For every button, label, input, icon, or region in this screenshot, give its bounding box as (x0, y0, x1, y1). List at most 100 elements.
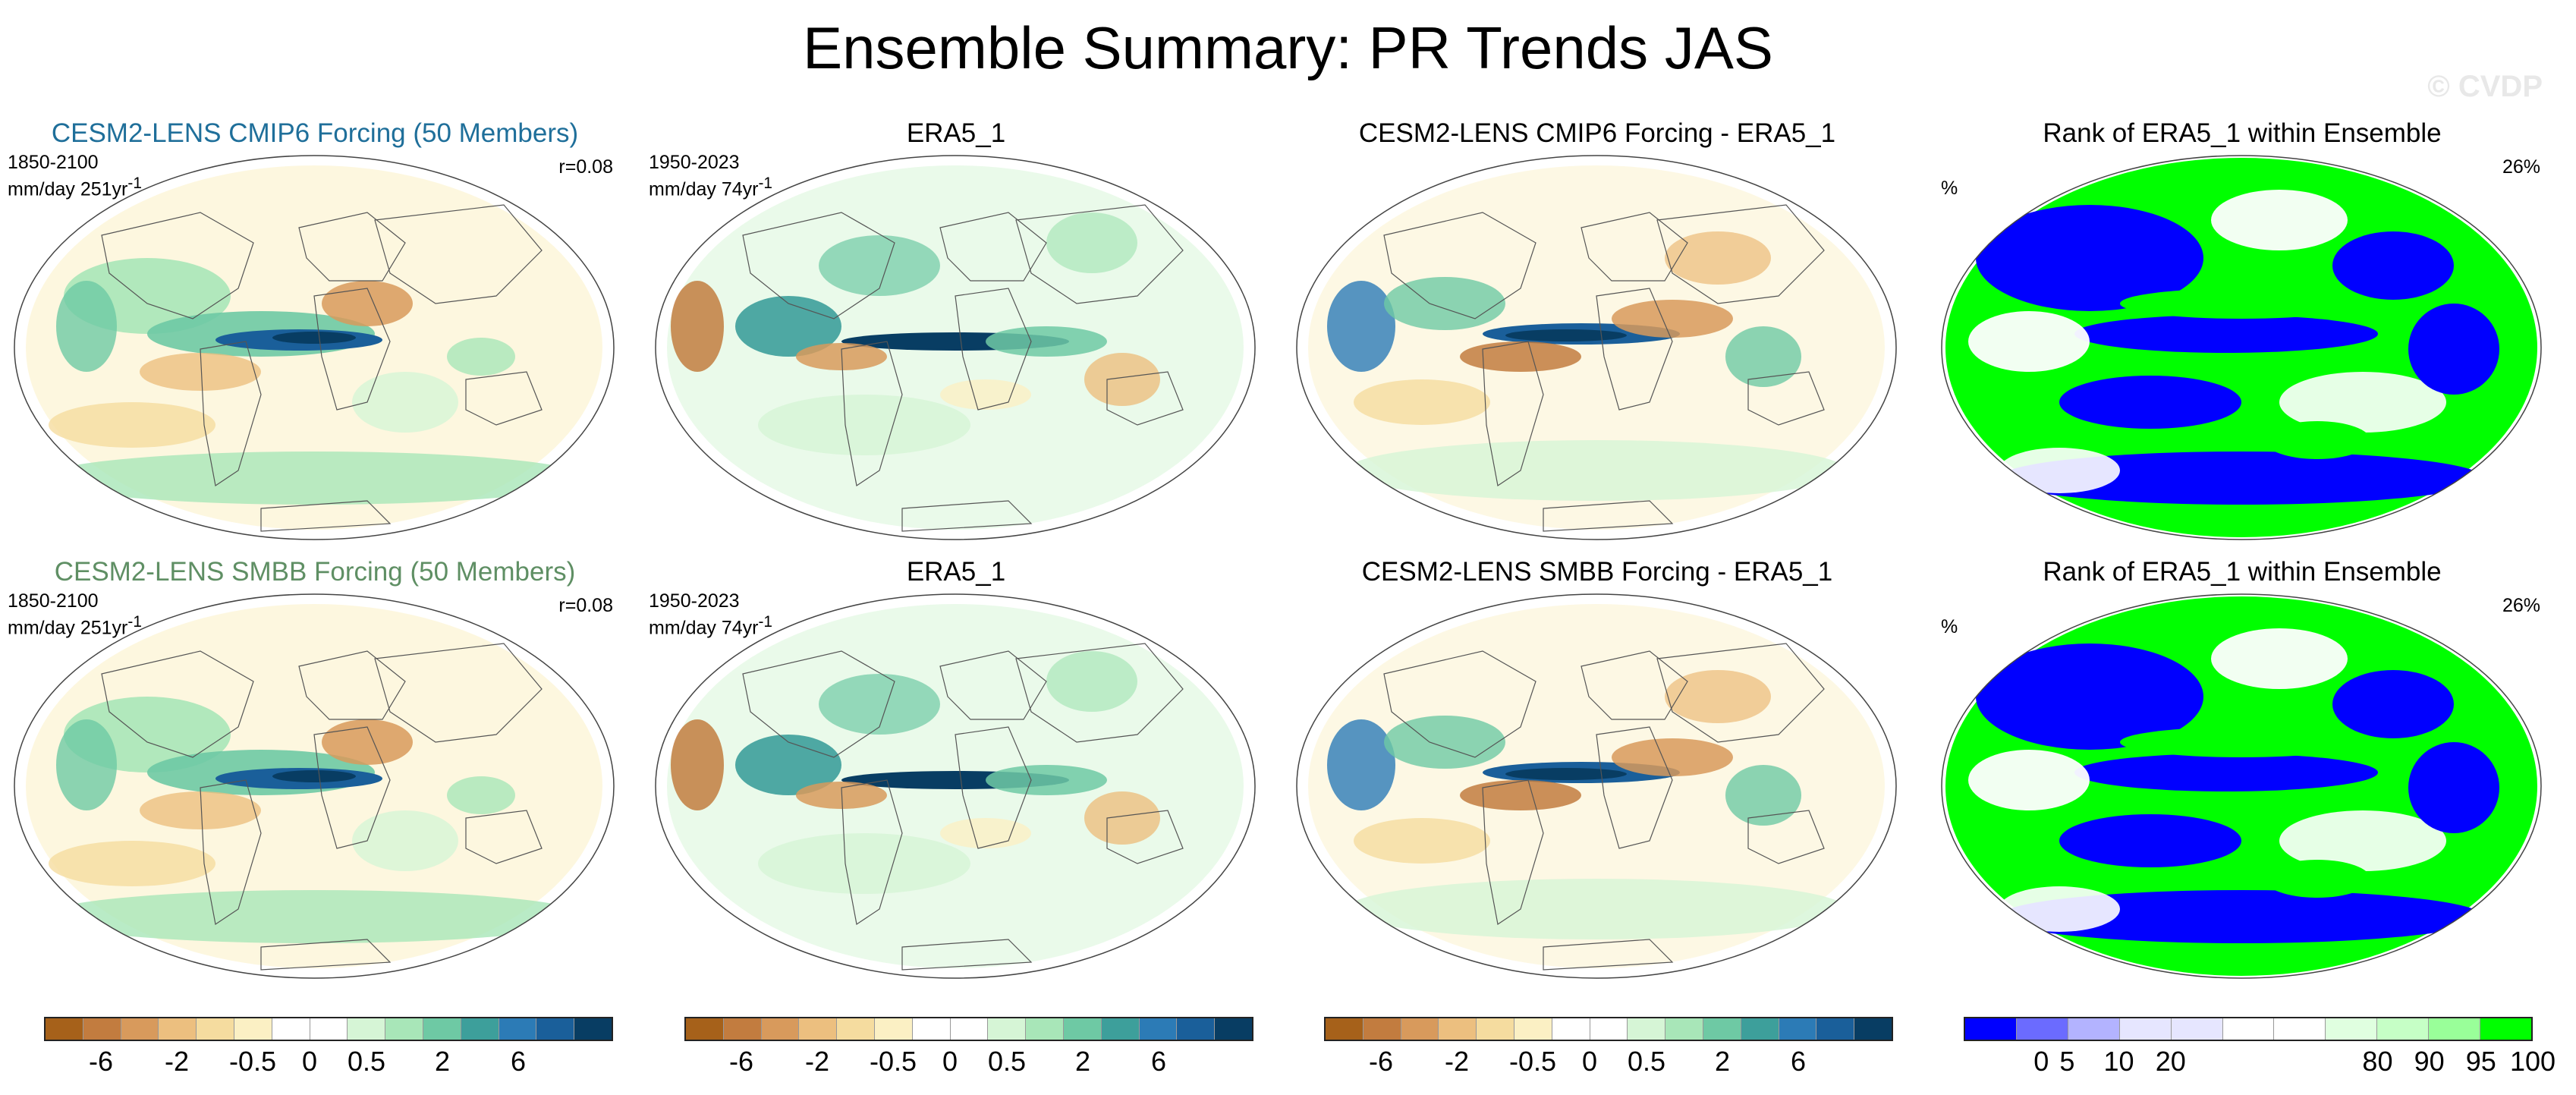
percent-unit-label: % (1941, 616, 1958, 637)
panel-title: CESM2-LENS SMBB Forcing - ERA5_1 (1361, 557, 1833, 587)
percent-unit-label: % (1941, 178, 1958, 199)
colorbar-tick-label: -6 (88, 1046, 114, 1077)
map-model-trend (11, 590, 618, 982)
panel-title: Rank of ERA5_1 within Ensemble (2043, 557, 2442, 587)
panel-obs-row2: ERA5_1 1950-2023 mm/day 74yr-1 (641, 557, 1271, 982)
colorbar-labels-3: -6 -2 -0.5 0 0.5 2 6 (1324, 1046, 1893, 1084)
colorbar-tick-label: 0 (942, 1046, 958, 1077)
colorbar-swatch (911, 1018, 950, 1040)
units-label: mm/day 251yr-1 (8, 175, 142, 200)
map-obs-trend (652, 152, 1259, 543)
colorbar-trend-1 (44, 1017, 613, 1041)
colorbar-swatch (1627, 1018, 1665, 1040)
colorbar-tick-label: 95 (2465, 1046, 2496, 1077)
colorbar-tick-label: 2 (1714, 1046, 1731, 1077)
colorbar-swatch (760, 1018, 799, 1040)
colorbar-swatch (836, 1018, 874, 1040)
colorbar-swatch (1138, 1018, 1177, 1040)
colorbar-swatch (422, 1018, 461, 1040)
colorbar-swatch (1513, 1018, 1552, 1040)
colorbar-swatch (1702, 1018, 1741, 1040)
colorbar-swatch (1589, 1018, 1628, 1040)
colorbar-swatch (2015, 1018, 2068, 1040)
colorbar-tick-label: 20 (2155, 1046, 2186, 1077)
colorbar-tick-label: 90 (2414, 1046, 2445, 1077)
period-label: 1850-2100 (8, 590, 99, 612)
colorbar-swatch (798, 1018, 837, 1040)
colorbar-swatch (2273, 1018, 2326, 1040)
colorbar-swatch (347, 1018, 385, 1040)
colorbar-swatch (1062, 1018, 1101, 1040)
panel-title: CESM2-LENS SMBB Forcing (50 Members) (54, 557, 576, 587)
cvdp-watermark: © CVDP (2427, 70, 2543, 103)
panel-diff-row1: CESM2-LENS CMIP6 Forcing - ERA5_1 (1282, 118, 1912, 543)
map-rank (1938, 590, 2545, 982)
colorbar-swatch (1854, 1018, 1892, 1040)
map-difference (1293, 590, 1900, 982)
colorbar-swatch (2222, 1018, 2274, 1040)
colorbar-swatch (686, 1018, 723, 1040)
colorbar-rank (1964, 1017, 2533, 1041)
panel-obs-row1: ERA5_1 1950-2023 mm/day 74yr-1 (641, 118, 1271, 543)
rank-value: 26% (2502, 156, 2540, 178)
colorbar-swatch (2428, 1018, 2480, 1040)
map-rank (1938, 152, 2545, 543)
colorbar-tick-label: -0.5 (869, 1046, 917, 1077)
panel-rank-row2: Rank of ERA5_1 within Ensemble % 26% (1927, 557, 2557, 982)
colorbar-tick-label: -2 (804, 1046, 830, 1077)
colorbar-swatch (1476, 1018, 1514, 1040)
map-model-trend (11, 152, 618, 543)
colorbar-swatch (82, 1018, 121, 1040)
colorbar-swatch (1025, 1018, 1063, 1040)
colorbar-swatch (233, 1018, 272, 1040)
colorbar-swatch (873, 1018, 912, 1040)
map-difference (1293, 152, 1900, 543)
map-obs-trend (652, 590, 1259, 982)
panel-title: Rank of ERA5_1 within Ensemble (2043, 118, 2442, 148)
period-label: 1850-2100 (8, 152, 99, 173)
colorbar-swatch (1326, 1018, 1363, 1040)
colorbar-swatch (722, 1018, 761, 1040)
colorbar-tick-label: 6 (510, 1046, 527, 1077)
colorbar-swatch (1214, 1018, 1252, 1040)
colorbar-swatch (46, 1018, 83, 1040)
colorbar-swatch (1362, 1018, 1401, 1040)
colorbar-tick-label: 80 (2362, 1046, 2393, 1077)
colorbar-swatch (2170, 1018, 2222, 1040)
colorbar-swatch (196, 1018, 234, 1040)
panel-rank-row1: Rank of ERA5_1 within Ensemble % 26% (1927, 118, 2557, 543)
colorbar-swatch (1438, 1018, 1477, 1040)
colorbar-swatch (2118, 1018, 2171, 1040)
period-label: 1950-2023 (649, 590, 740, 612)
pattern-correlation: r=0.08 (558, 595, 613, 616)
panel-diff-row2: CESM2-LENS SMBB Forcing - ERA5_1 (1282, 557, 1912, 982)
colorbar-swatch (460, 1018, 499, 1040)
panel-title: ERA5_1 (906, 557, 1006, 587)
colorbar-swatch (158, 1018, 197, 1040)
colorbar-trend-2 (684, 1017, 1253, 1041)
colorbar-tick-label: 0.5 (987, 1046, 1027, 1077)
panel-title: CESM2-LENS CMIP6 Forcing (50 Members) (51, 118, 579, 148)
colorbar-swatch (1100, 1018, 1139, 1040)
panel-model-row2: CESM2-LENS SMBB Forcing (50 Members) 185… (0, 557, 630, 982)
colorbar-tick-label: 0 (301, 1046, 318, 1077)
panel-model-row1: CESM2-LENS CMIP6 Forcing (50 Members) 18… (0, 118, 630, 543)
colorbar-labels-2: -6 -2 -0.5 0 0.5 2 6 (684, 1046, 1253, 1084)
units-label: mm/day 251yr-1 (8, 613, 142, 639)
colorbar-swatch (949, 1018, 988, 1040)
colorbar-swatch (2376, 1018, 2429, 1040)
colorbar-tick-label: -6 (728, 1046, 754, 1077)
units-label: mm/day 74yr-1 (649, 613, 773, 639)
colorbar-swatch (2325, 1018, 2377, 1040)
colorbar-tick-label: 5 (2059, 1046, 2075, 1077)
colorbar-swatch (2067, 1018, 2119, 1040)
colorbar-swatch (1965, 1018, 2016, 1040)
colorbar-swatch (1176, 1018, 1215, 1040)
colorbar-swatch (1778, 1018, 1816, 1040)
colorbar-tick-label: 6 (1790, 1046, 1807, 1077)
colorbar-tick-label: -0.5 (228, 1046, 277, 1077)
colorbar-swatch (1816, 1018, 1854, 1040)
colorbar-tick-label: -2 (164, 1046, 190, 1077)
panel-title: ERA5_1 (906, 118, 1006, 148)
figure-title: Ensemble Summary: PR Trends JAS (803, 14, 1773, 81)
